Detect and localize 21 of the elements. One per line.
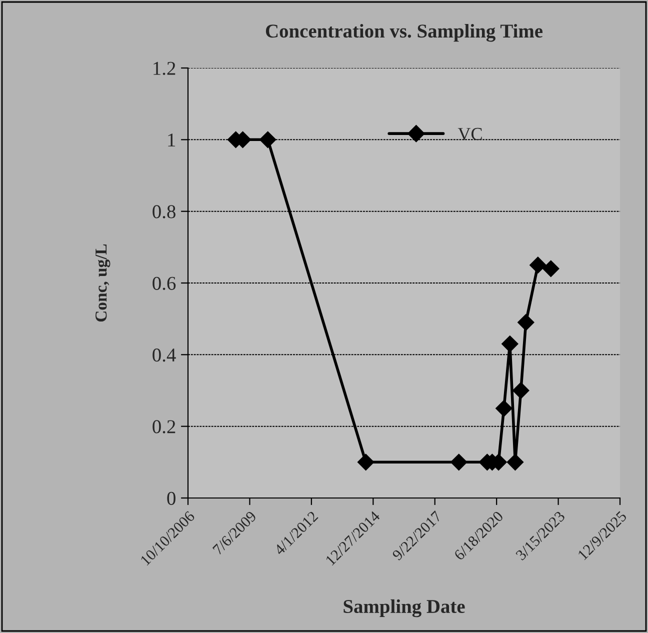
- point: [530, 256, 546, 274]
- point: [357, 454, 374, 471]
- y-tick-label: 0.6: [152, 276, 176, 290]
- x-axis-title: Sampling Date: [344, 599, 465, 618]
- y-tick-label: 1.2: [154, 62, 176, 76]
- point: [542, 260, 560, 278]
- point: [518, 314, 534, 331]
- y-tick-label: 0.2: [152, 420, 176, 434]
- chart-title: Concentration vs. Sampling Time: [266, 24, 543, 42]
- point: [506, 454, 524, 471]
- point: [502, 336, 518, 352]
- point: [450, 454, 468, 471]
- y-tick-label: 1: [168, 134, 176, 146]
- point: [512, 382, 530, 399]
- y-tick-label: 0.8: [152, 205, 176, 218]
- y-tick-label: 0: [167, 492, 176, 505]
- point: [496, 400, 512, 417]
- legend-label: VC: [458, 128, 482, 140]
- y-axis-title: Conc, ug/L: [96, 244, 110, 322]
- point: [259, 131, 276, 148]
- y-tick-label: 0.4: [152, 348, 176, 362]
